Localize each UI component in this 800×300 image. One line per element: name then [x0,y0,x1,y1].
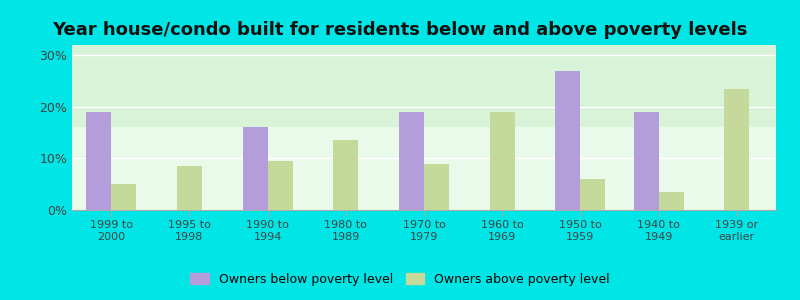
Bar [242,128,267,210]
Bar [111,184,136,210]
Bar [724,89,750,210]
Bar [334,140,358,210]
Bar [177,166,202,210]
Bar [490,112,514,210]
Bar [658,192,684,210]
Bar [634,112,658,210]
Bar [267,161,293,210]
Bar [555,71,581,210]
Legend: Owners below poverty level, Owners above poverty level: Owners below poverty level, Owners above… [185,268,615,291]
Bar [424,164,449,210]
Bar [399,112,424,210]
Bar [86,112,111,210]
Text: Year house/condo built for residents below and above poverty levels: Year house/condo built for residents bel… [52,21,748,39]
Bar [581,179,606,210]
